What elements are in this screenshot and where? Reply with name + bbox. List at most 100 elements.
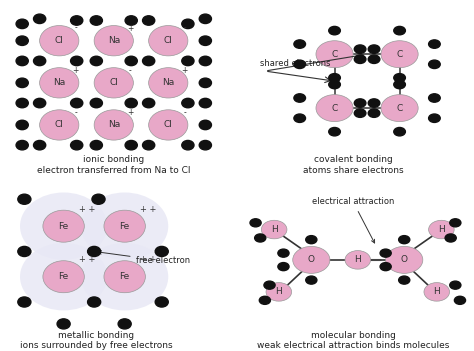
Circle shape (143, 98, 155, 108)
Circle shape (380, 249, 391, 257)
Circle shape (34, 14, 46, 24)
Text: Fe: Fe (58, 272, 69, 281)
Circle shape (125, 98, 137, 108)
Text: +: + (127, 24, 133, 33)
Text: Na: Na (53, 78, 65, 87)
Circle shape (71, 56, 83, 66)
Circle shape (294, 60, 306, 68)
Circle shape (199, 140, 211, 150)
Circle shape (445, 234, 456, 242)
Circle shape (278, 263, 289, 271)
Circle shape (394, 74, 405, 82)
Text: + +: + + (80, 205, 96, 214)
Circle shape (81, 243, 168, 310)
Circle shape (199, 14, 211, 24)
Text: + +: + + (80, 256, 96, 264)
Text: -: - (74, 108, 77, 117)
Circle shape (368, 99, 380, 107)
Text: metallic bonding
ions surrounded by free electrons: metallic bonding ions surrounded by free… (20, 331, 173, 350)
Circle shape (259, 296, 271, 304)
Circle shape (16, 98, 28, 108)
Text: +: + (127, 108, 133, 117)
Circle shape (329, 26, 340, 35)
Circle shape (125, 16, 137, 25)
Circle shape (16, 36, 28, 45)
Text: H: H (271, 225, 278, 234)
Circle shape (34, 98, 46, 108)
Text: + +: + + (140, 205, 157, 214)
Circle shape (16, 120, 28, 130)
Circle shape (394, 26, 405, 35)
Text: C: C (331, 104, 337, 113)
Circle shape (294, 94, 306, 102)
Circle shape (16, 140, 28, 150)
Circle shape (143, 140, 155, 150)
Text: -: - (183, 108, 186, 117)
Text: -: - (183, 24, 186, 33)
Circle shape (16, 19, 28, 28)
Circle shape (368, 45, 380, 53)
Text: C: C (396, 50, 403, 59)
Circle shape (278, 249, 289, 257)
Circle shape (143, 56, 155, 66)
Circle shape (199, 56, 211, 66)
Circle shape (90, 140, 102, 150)
Circle shape (266, 283, 292, 301)
Circle shape (428, 220, 454, 239)
Circle shape (81, 192, 168, 260)
Text: -: - (129, 66, 131, 75)
Circle shape (149, 68, 188, 98)
Text: C: C (396, 104, 403, 113)
Circle shape (329, 80, 340, 89)
Text: O: O (308, 256, 315, 264)
Circle shape (329, 127, 340, 136)
Circle shape (368, 109, 380, 117)
Circle shape (354, 109, 366, 117)
Text: Cl: Cl (109, 78, 118, 87)
Circle shape (43, 210, 84, 242)
Circle shape (399, 276, 410, 284)
Text: free electron: free electron (98, 251, 190, 265)
Text: H: H (355, 256, 361, 264)
Circle shape (149, 110, 188, 140)
Circle shape (306, 236, 317, 244)
Circle shape (40, 68, 79, 98)
Circle shape (18, 246, 31, 257)
Circle shape (428, 40, 440, 48)
Circle shape (354, 99, 366, 107)
Circle shape (199, 36, 211, 45)
Text: Na: Na (162, 78, 174, 87)
Circle shape (143, 16, 155, 25)
Text: Na: Na (108, 36, 120, 45)
Circle shape (381, 41, 418, 68)
Text: Cl: Cl (164, 120, 173, 130)
Circle shape (155, 297, 168, 307)
Circle shape (104, 210, 146, 242)
Circle shape (368, 55, 380, 64)
Circle shape (88, 297, 100, 307)
Circle shape (90, 56, 102, 66)
Circle shape (34, 56, 46, 66)
Circle shape (381, 95, 418, 121)
Text: Fe: Fe (119, 222, 130, 231)
Circle shape (428, 60, 440, 68)
Text: ionic bonding
electron transferred from Na to Cl: ionic bonding electron transferred from … (37, 155, 191, 175)
Circle shape (182, 98, 194, 108)
Text: + +: + + (140, 256, 157, 264)
Circle shape (20, 192, 107, 260)
Circle shape (88, 246, 100, 257)
Text: +: + (182, 66, 188, 75)
Circle shape (261, 220, 287, 239)
Text: Cl: Cl (164, 36, 173, 45)
Circle shape (199, 78, 211, 87)
Text: O: O (401, 256, 408, 264)
Circle shape (428, 94, 440, 102)
Circle shape (43, 261, 84, 293)
Circle shape (125, 56, 137, 66)
Circle shape (104, 261, 146, 293)
Circle shape (149, 26, 188, 56)
Text: +: + (73, 66, 79, 75)
Circle shape (90, 98, 102, 108)
Circle shape (94, 110, 133, 140)
Circle shape (428, 114, 440, 122)
